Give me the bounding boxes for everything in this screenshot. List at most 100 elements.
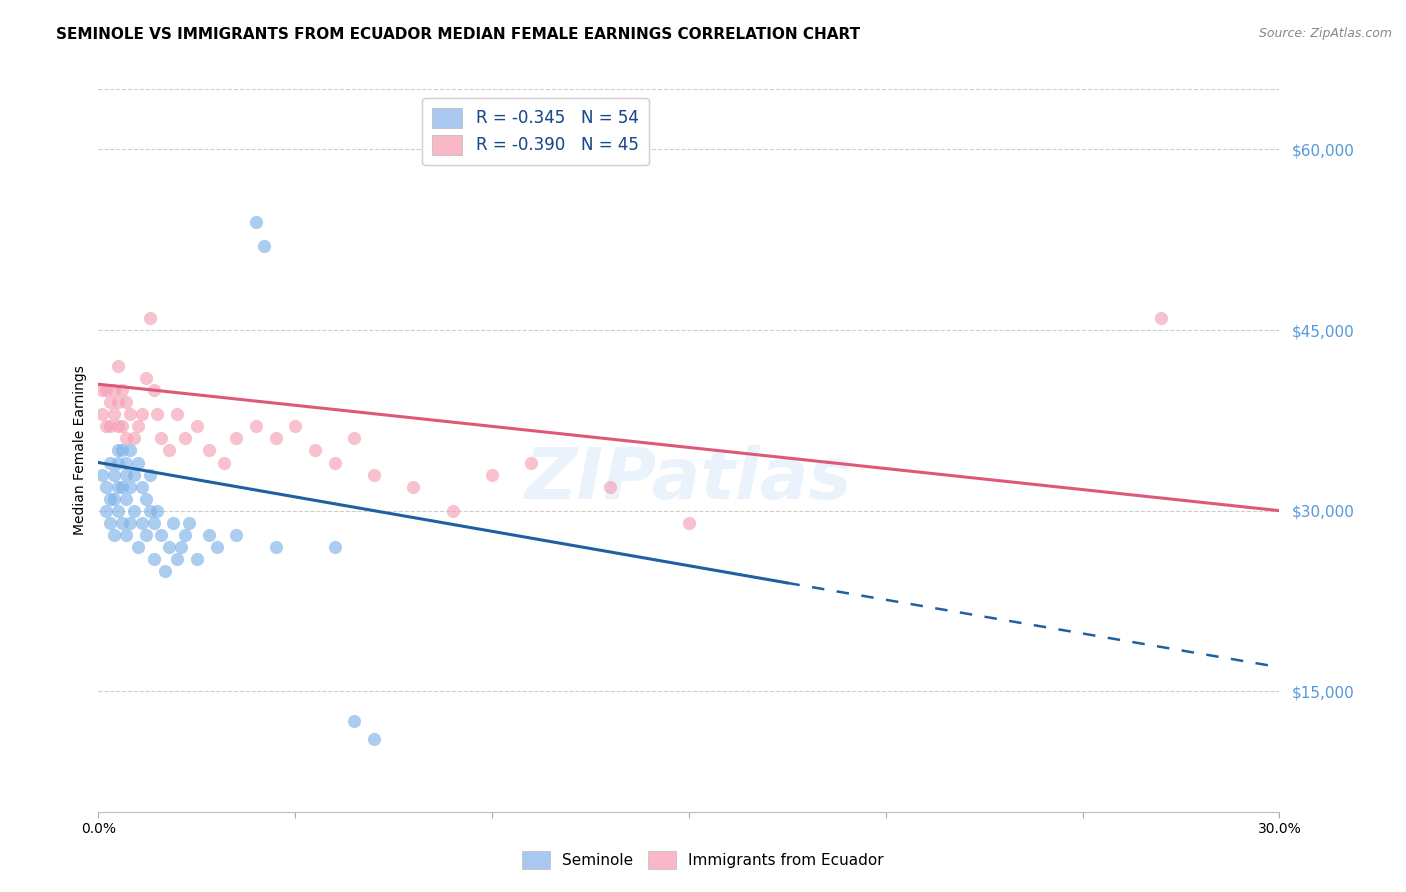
Text: ZIPatlas: ZIPatlas [526,445,852,514]
Point [98,455,121,469]
Point [107,395,129,409]
Point [115,395,138,409]
Point [174,528,197,542]
Point [111,443,134,458]
Point [323,540,346,554]
Point [135,371,157,385]
Legend: Seminole, Immigrants from Ecuador: Seminole, Immigrants from Ecuador [516,845,890,875]
Point [98,395,121,409]
Point [96,503,118,517]
Point [363,732,385,747]
Point [111,419,134,434]
Point [174,432,197,446]
Point [225,432,247,446]
Point [162,516,184,530]
Point [166,551,188,566]
Point [441,503,464,517]
Point [111,384,134,398]
Point [205,540,228,554]
Point [138,310,160,325]
Point [253,238,276,253]
Point [98,491,121,506]
Point [115,491,138,506]
Point [245,214,267,228]
Point [142,551,165,566]
Point [91,384,114,398]
Point [107,480,129,494]
Point [284,419,307,434]
Text: SEMINOLE VS IMMIGRANTS FROM ECUADOR MEDIAN FEMALE EARNINGS CORRELATION CHART: SEMINOLE VS IMMIGRANTS FROM ECUADOR MEDI… [56,27,860,42]
Point [343,714,366,729]
Point [96,384,118,398]
Point [138,467,160,482]
Point [118,480,141,494]
Point [111,516,134,530]
Legend: R = -0.345   N = 54, R = -0.390   N = 45: R = -0.345 N = 54, R = -0.390 N = 45 [422,97,648,165]
Point [343,432,366,446]
Point [127,419,149,434]
Point [115,467,138,482]
Point [264,432,287,446]
Point [107,443,129,458]
Point [150,528,173,542]
Point [131,516,153,530]
Point [127,455,149,469]
Point [323,455,346,469]
Text: Source: ZipAtlas.com: Source: ZipAtlas.com [1258,27,1392,40]
Point [138,503,160,517]
Y-axis label: Median Female Earnings: Median Female Earnings [73,366,87,535]
Point [245,419,267,434]
Point [135,491,157,506]
Point [142,384,165,398]
Point [155,564,177,578]
Point [127,540,149,554]
Point [115,432,138,446]
Point [157,443,180,458]
Point [107,503,129,517]
Point [115,455,138,469]
Point [122,503,145,517]
Point [115,528,138,542]
Point [118,516,141,530]
Point [98,516,121,530]
Point [177,516,200,530]
Point [91,467,114,482]
Point [214,455,236,469]
Point [118,443,141,458]
Point [96,480,118,494]
Point [157,540,180,554]
Point [103,491,125,506]
Point [131,407,153,421]
Point [186,419,208,434]
Point [103,384,125,398]
Point [197,528,219,542]
Point [678,516,700,530]
Point [122,467,145,482]
Point [166,407,188,421]
Point [170,540,193,554]
Point [118,407,141,421]
Point [142,516,165,530]
Point [1150,310,1173,325]
Point [150,432,173,446]
Point [91,407,114,421]
Point [98,419,121,434]
Point [103,528,125,542]
Point [481,467,503,482]
Point [599,480,621,494]
Point [264,540,287,554]
Point [146,407,169,421]
Point [135,528,157,542]
Point [111,480,134,494]
Point [402,480,425,494]
Point [96,419,118,434]
Point [197,443,219,458]
Point [520,455,543,469]
Point [103,407,125,421]
Point [131,480,153,494]
Point [122,432,145,446]
Point [107,419,129,434]
Point [363,467,385,482]
Point [107,359,129,373]
Point [146,503,169,517]
